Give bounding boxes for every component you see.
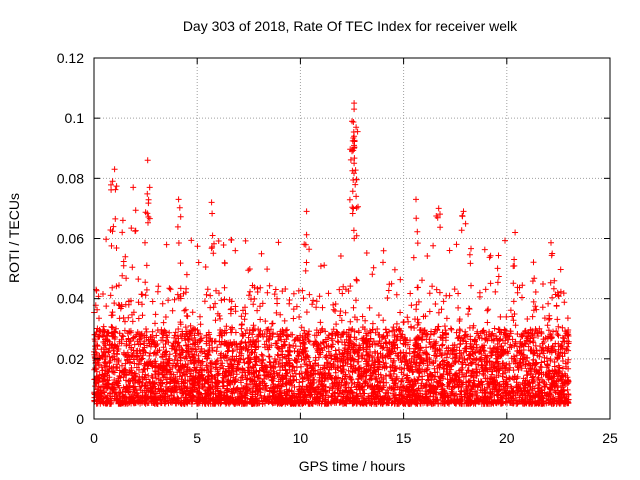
x-tick-label: 20 (499, 430, 515, 446)
y-tick-label: 0.04 (57, 291, 84, 307)
y-tick-label: 0.1 (65, 110, 85, 126)
y-tick-label: 0 (76, 411, 84, 427)
chart-title: Day 303 of 2018, Rate Of TEC Index for r… (183, 18, 518, 34)
x-tick-label: 10 (293, 430, 309, 446)
x-axis-label: GPS time / hours (299, 458, 406, 474)
y-tick-label: 0.02 (57, 351, 84, 367)
y-axis-ticks: 0 0.02 0.04 0.06 0.08 0.1 0.12 (57, 50, 610, 427)
y-tick-label: 0.06 (57, 231, 84, 247)
x-tick-label: 5 (193, 430, 201, 446)
x-axis-ticks: 0 5 10 15 20 25 (90, 58, 618, 446)
y-axis-label: ROTI / TECUs (6, 193, 22, 283)
y-tick-label: 0.08 (57, 170, 84, 186)
data-points (91, 100, 572, 407)
y-tick-label: 0.12 (57, 50, 84, 66)
x-tick-label: 0 (90, 430, 98, 446)
x-tick-label: 15 (396, 430, 412, 446)
x-tick-label: 25 (602, 430, 618, 446)
roti-markers (91, 100, 572, 407)
